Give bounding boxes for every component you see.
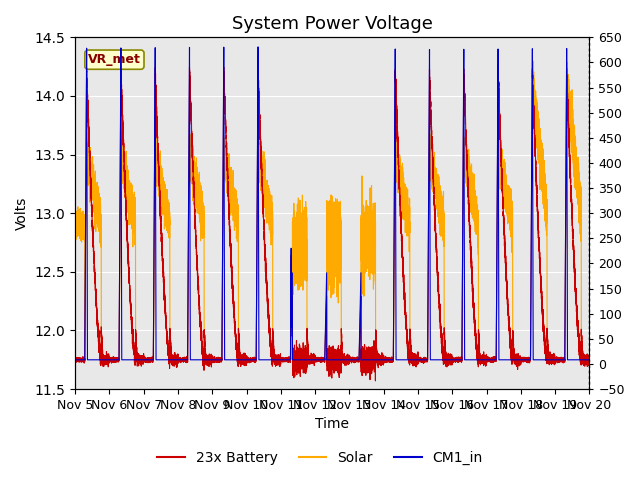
Y-axis label: Volts: Volts	[15, 196, 29, 230]
Legend: 23x Battery, Solar, CM1_in: 23x Battery, Solar, CM1_in	[152, 445, 488, 471]
Title: System Power Voltage: System Power Voltage	[232, 15, 433, 33]
Text: VR_met: VR_met	[88, 53, 141, 66]
X-axis label: Time: Time	[316, 418, 349, 432]
